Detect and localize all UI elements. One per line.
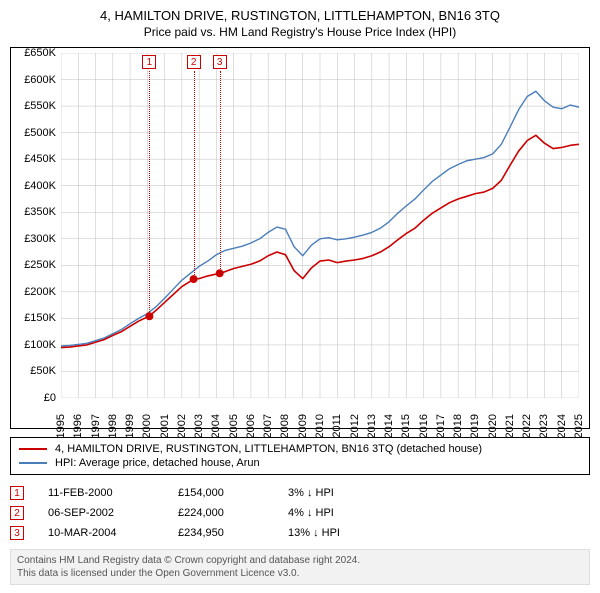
x-tick-label: 2010 xyxy=(314,414,326,438)
x-tick-label: 2005 xyxy=(228,414,240,438)
plot-area xyxy=(61,53,579,398)
legend-label-hpi: HPI: Average price, detached house, Arun xyxy=(55,457,260,469)
x-tick-label: 2018 xyxy=(452,414,464,438)
y-tick-label: £650K xyxy=(11,47,56,59)
transaction-row: 3 10-MAR-2004 £234,950 13% ↓ HPI xyxy=(10,523,590,543)
legend-row-hpi: HPI: Average price, detached house, Arun xyxy=(19,456,581,470)
x-tick-label: 2009 xyxy=(297,414,309,438)
sale-marker-box: 2 xyxy=(187,55,201,69)
x-tick-label: 2017 xyxy=(435,414,447,438)
transaction-price: £154,000 xyxy=(178,487,288,499)
x-tick-label: 2001 xyxy=(159,414,171,438)
transactions-table: 1 11-FEB-2000 £154,000 3% ↓ HPI 2 06-SEP… xyxy=(10,483,590,543)
x-tick-label: 1995 xyxy=(55,414,67,438)
legend-swatch-property xyxy=(19,448,47,450)
y-tick-label: £450K xyxy=(11,153,56,165)
transaction-marker-icon: 1 xyxy=(10,486,24,500)
legend-swatch-hpi xyxy=(19,462,47,464)
transaction-price: £224,000 xyxy=(178,507,288,519)
x-tick-label: 2007 xyxy=(262,414,274,438)
credits-line-1: Contains HM Land Registry data © Crown c… xyxy=(17,554,583,567)
x-tick-label: 2020 xyxy=(487,414,499,438)
x-tick-label: 2021 xyxy=(504,414,516,438)
chart-subtitle: Price paid vs. HM Land Registry's House … xyxy=(10,25,590,39)
chart-container: 4, HAMILTON DRIVE, RUSTINGTON, LITTLEHAM… xyxy=(0,0,600,585)
x-tick-label: 2019 xyxy=(469,414,481,438)
x-tick-label: 2025 xyxy=(573,414,585,438)
x-tick-label: 1998 xyxy=(107,414,119,438)
transaction-marker-icon: 2 xyxy=(10,506,24,520)
x-tick-label: 2011 xyxy=(331,414,343,438)
sale-marker-box: 3 xyxy=(213,55,227,69)
transaction-diff: 13% ↓ HPI xyxy=(288,527,388,539)
transaction-date: 06-SEP-2002 xyxy=(48,507,178,519)
x-tick-label: 2015 xyxy=(400,414,412,438)
chart-box: £0 £50K £100K £150K £200K £250K £300K £350K £400… xyxy=(10,47,590,429)
title-block: 4, HAMILTON DRIVE, RUSTINGTON, LITTLEHAM… xyxy=(0,0,600,43)
y-tick-label: £100K xyxy=(11,339,56,351)
y-tick-label: £350K xyxy=(11,206,56,218)
x-tick-label: 1999 xyxy=(124,414,136,438)
y-tick-label: £300K xyxy=(11,233,56,245)
transaction-price: £234,950 xyxy=(178,527,288,539)
x-tick-label: 2012 xyxy=(349,414,361,438)
y-tick-label: £200K xyxy=(11,286,56,298)
legend-label-property: 4, HAMILTON DRIVE, RUSTINGTON, LITTLEHAM… xyxy=(55,443,482,455)
x-tick-label: 2022 xyxy=(521,414,533,438)
transaction-row: 1 11-FEB-2000 £154,000 3% ↓ HPI xyxy=(10,483,590,503)
x-tick-label: 2008 xyxy=(279,414,291,438)
transaction-date: 11-FEB-2000 xyxy=(48,487,178,499)
y-tick-label: £0 xyxy=(11,392,56,404)
y-tick-label: £150K xyxy=(11,312,56,324)
y-tick-label: £50K xyxy=(11,365,56,377)
sale-marker-line xyxy=(149,71,150,316)
x-tick-label: 2024 xyxy=(556,414,568,438)
x-tick-label: 1996 xyxy=(72,414,84,438)
x-tick-label: 2004 xyxy=(210,414,222,438)
y-tick-label: £400K xyxy=(11,180,56,192)
transaction-diff: 3% ↓ HPI xyxy=(288,487,388,499)
legend: 4, HAMILTON DRIVE, RUSTINGTON, LITTLEHAM… xyxy=(10,437,590,475)
x-tick-label: 2023 xyxy=(538,414,550,438)
y-tick-label: £500K xyxy=(11,127,56,139)
x-tick-label: 2014 xyxy=(383,414,395,438)
sale-marker-line xyxy=(220,71,221,273)
transaction-diff: 4% ↓ HPI xyxy=(288,507,388,519)
credits-line-2: This data is licensed under the Open Gov… xyxy=(17,567,583,580)
credits: Contains HM Land Registry data © Crown c… xyxy=(10,549,590,585)
x-tick-label: 2006 xyxy=(245,414,257,438)
transaction-row: 2 06-SEP-2002 £224,000 4% ↓ HPI xyxy=(10,503,590,523)
y-tick-label: £250K xyxy=(11,259,56,271)
sale-marker-box: 1 xyxy=(142,55,156,69)
x-tick-label: 2003 xyxy=(193,414,205,438)
legend-row-property: 4, HAMILTON DRIVE, RUSTINGTON, LITTLEHAM… xyxy=(19,442,581,456)
x-tick-label: 2016 xyxy=(418,414,430,438)
chart-title: 4, HAMILTON DRIVE, RUSTINGTON, LITTLEHAM… xyxy=(10,8,590,23)
y-tick-label: £550K xyxy=(11,100,56,112)
x-tick-label: 2013 xyxy=(366,414,378,438)
transaction-marker-icon: 3 xyxy=(10,526,24,540)
x-tick-label: 2000 xyxy=(141,414,153,438)
transaction-date: 10-MAR-2004 xyxy=(48,527,178,539)
y-tick-label: £600K xyxy=(11,74,56,86)
x-tick-label: 2002 xyxy=(176,414,188,438)
plot-svg xyxy=(61,53,579,398)
sale-marker-line xyxy=(194,71,195,279)
x-tick-label: 1997 xyxy=(90,414,102,438)
